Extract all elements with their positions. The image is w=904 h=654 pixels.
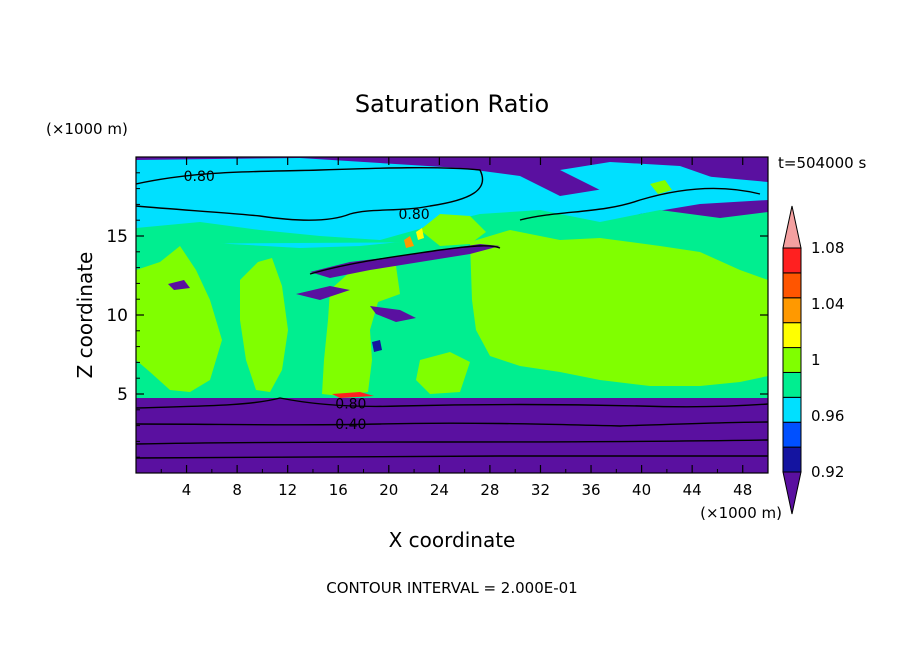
colorbar-segment [782, 297, 802, 324]
dry-blob-1 [168, 280, 190, 290]
top-right-green-patch [650, 180, 672, 194]
contour-field [136, 157, 768, 473]
dry-streak-1 [310, 244, 500, 278]
x-tick-label: 20 [379, 481, 398, 499]
y-axis-label: Z coordinate [73, 252, 97, 379]
contour-label: 0.80 [335, 396, 366, 412]
contour-lower-4 [136, 455, 768, 459]
colorbar-tick-label: 1.08 [811, 239, 844, 257]
x-tick-label: 32 [531, 481, 550, 499]
x-axis-ticks: 4 8 12 16 20 24 28 32 36 40 44 48 [160, 157, 752, 499]
colorbar-segment [782, 421, 802, 448]
x-unit-label: (×1000 m) [700, 504, 782, 522]
contour-interval-footer: CONTOUR INTERVAL = 2.000E-01 [326, 579, 577, 597]
colorbar-segment [782, 247, 802, 274]
x-tick-label: 28 [480, 481, 499, 499]
x-tick-label: 48 [733, 481, 752, 499]
x-tick-label: 24 [430, 481, 449, 499]
contour-mid-1 [309, 245, 501, 275]
supersat-blip-2 [404, 236, 414, 248]
cloud-region-centre [322, 262, 400, 396]
y-tick-label: 10 [106, 306, 128, 326]
y-axis-ticks: 5 10 15 [106, 172, 768, 458]
contour-lines [136, 167, 768, 459]
y-unit-label: (×1000 m) [46, 120, 128, 138]
contour-upper-2 [519, 187, 761, 221]
colorbar-segment [782, 347, 802, 373]
x-tick-label: 12 [278, 481, 297, 499]
colorbar-tick-label: 1.04 [811, 295, 844, 313]
x-tick-label: 44 [683, 481, 702, 499]
upper-cyan-band [136, 158, 768, 248]
supersat-blip-1 [332, 392, 374, 398]
colorbar-segment [782, 371, 802, 398]
colorbar-tick-label: 1 [811, 351, 821, 369]
x-tick-label: 36 [581, 481, 600, 499]
colorbar-max-arrow [782, 205, 802, 249]
x-tick-label: 4 [182, 481, 192, 499]
dry-blob-2 [372, 340, 382, 352]
x-tick-label: 40 [632, 481, 651, 499]
y-tick-label: 5 [117, 385, 128, 405]
cloud-region-right [470, 230, 768, 386]
colorbar-segment [782, 322, 802, 349]
cloud-region-upper-strip [420, 214, 486, 246]
colorbar: 0.92 0.96 1 1.04 1.08 [782, 205, 844, 515]
colorbar-min-arrow [782, 471, 802, 515]
contour-lower-1 [136, 397, 768, 409]
chart-title: Saturation Ratio [355, 90, 549, 118]
colorbar-segment [782, 272, 802, 299]
contour-label: 0.80 [398, 207, 429, 223]
x-tick-label: 8 [232, 481, 242, 499]
colorbar-tick-label: 0.92 [811, 463, 844, 481]
colorbar-tick-label: 0.96 [811, 407, 844, 425]
contour-label: 0.40 [335, 417, 366, 433]
x-axis-label: X coordinate [389, 528, 516, 552]
dry-streak-2 [296, 286, 350, 300]
dry-streak-3 [370, 306, 416, 322]
cloud-region-lower-mid [416, 352, 470, 394]
x-tick-label: 16 [329, 481, 348, 499]
y-tick-label: 15 [106, 227, 128, 247]
cloud-region-centre-left [240, 258, 288, 392]
contour-labels: 0.80 0.80 0.80 0.40 [184, 169, 430, 433]
contour-lower-3 [136, 439, 768, 445]
colorbar-segment [782, 396, 802, 423]
contour-label: 0.80 [184, 169, 215, 185]
colorbar-segment [782, 446, 802, 473]
contour-lower-2 [136, 421, 768, 427]
contour-upper-1 [136, 167, 484, 221]
lower-layer-fill [136, 398, 768, 473]
supersat-blip-3 [416, 228, 424, 240]
cloud-region-left [136, 246, 222, 392]
time-label: t=504000 s [778, 154, 866, 172]
